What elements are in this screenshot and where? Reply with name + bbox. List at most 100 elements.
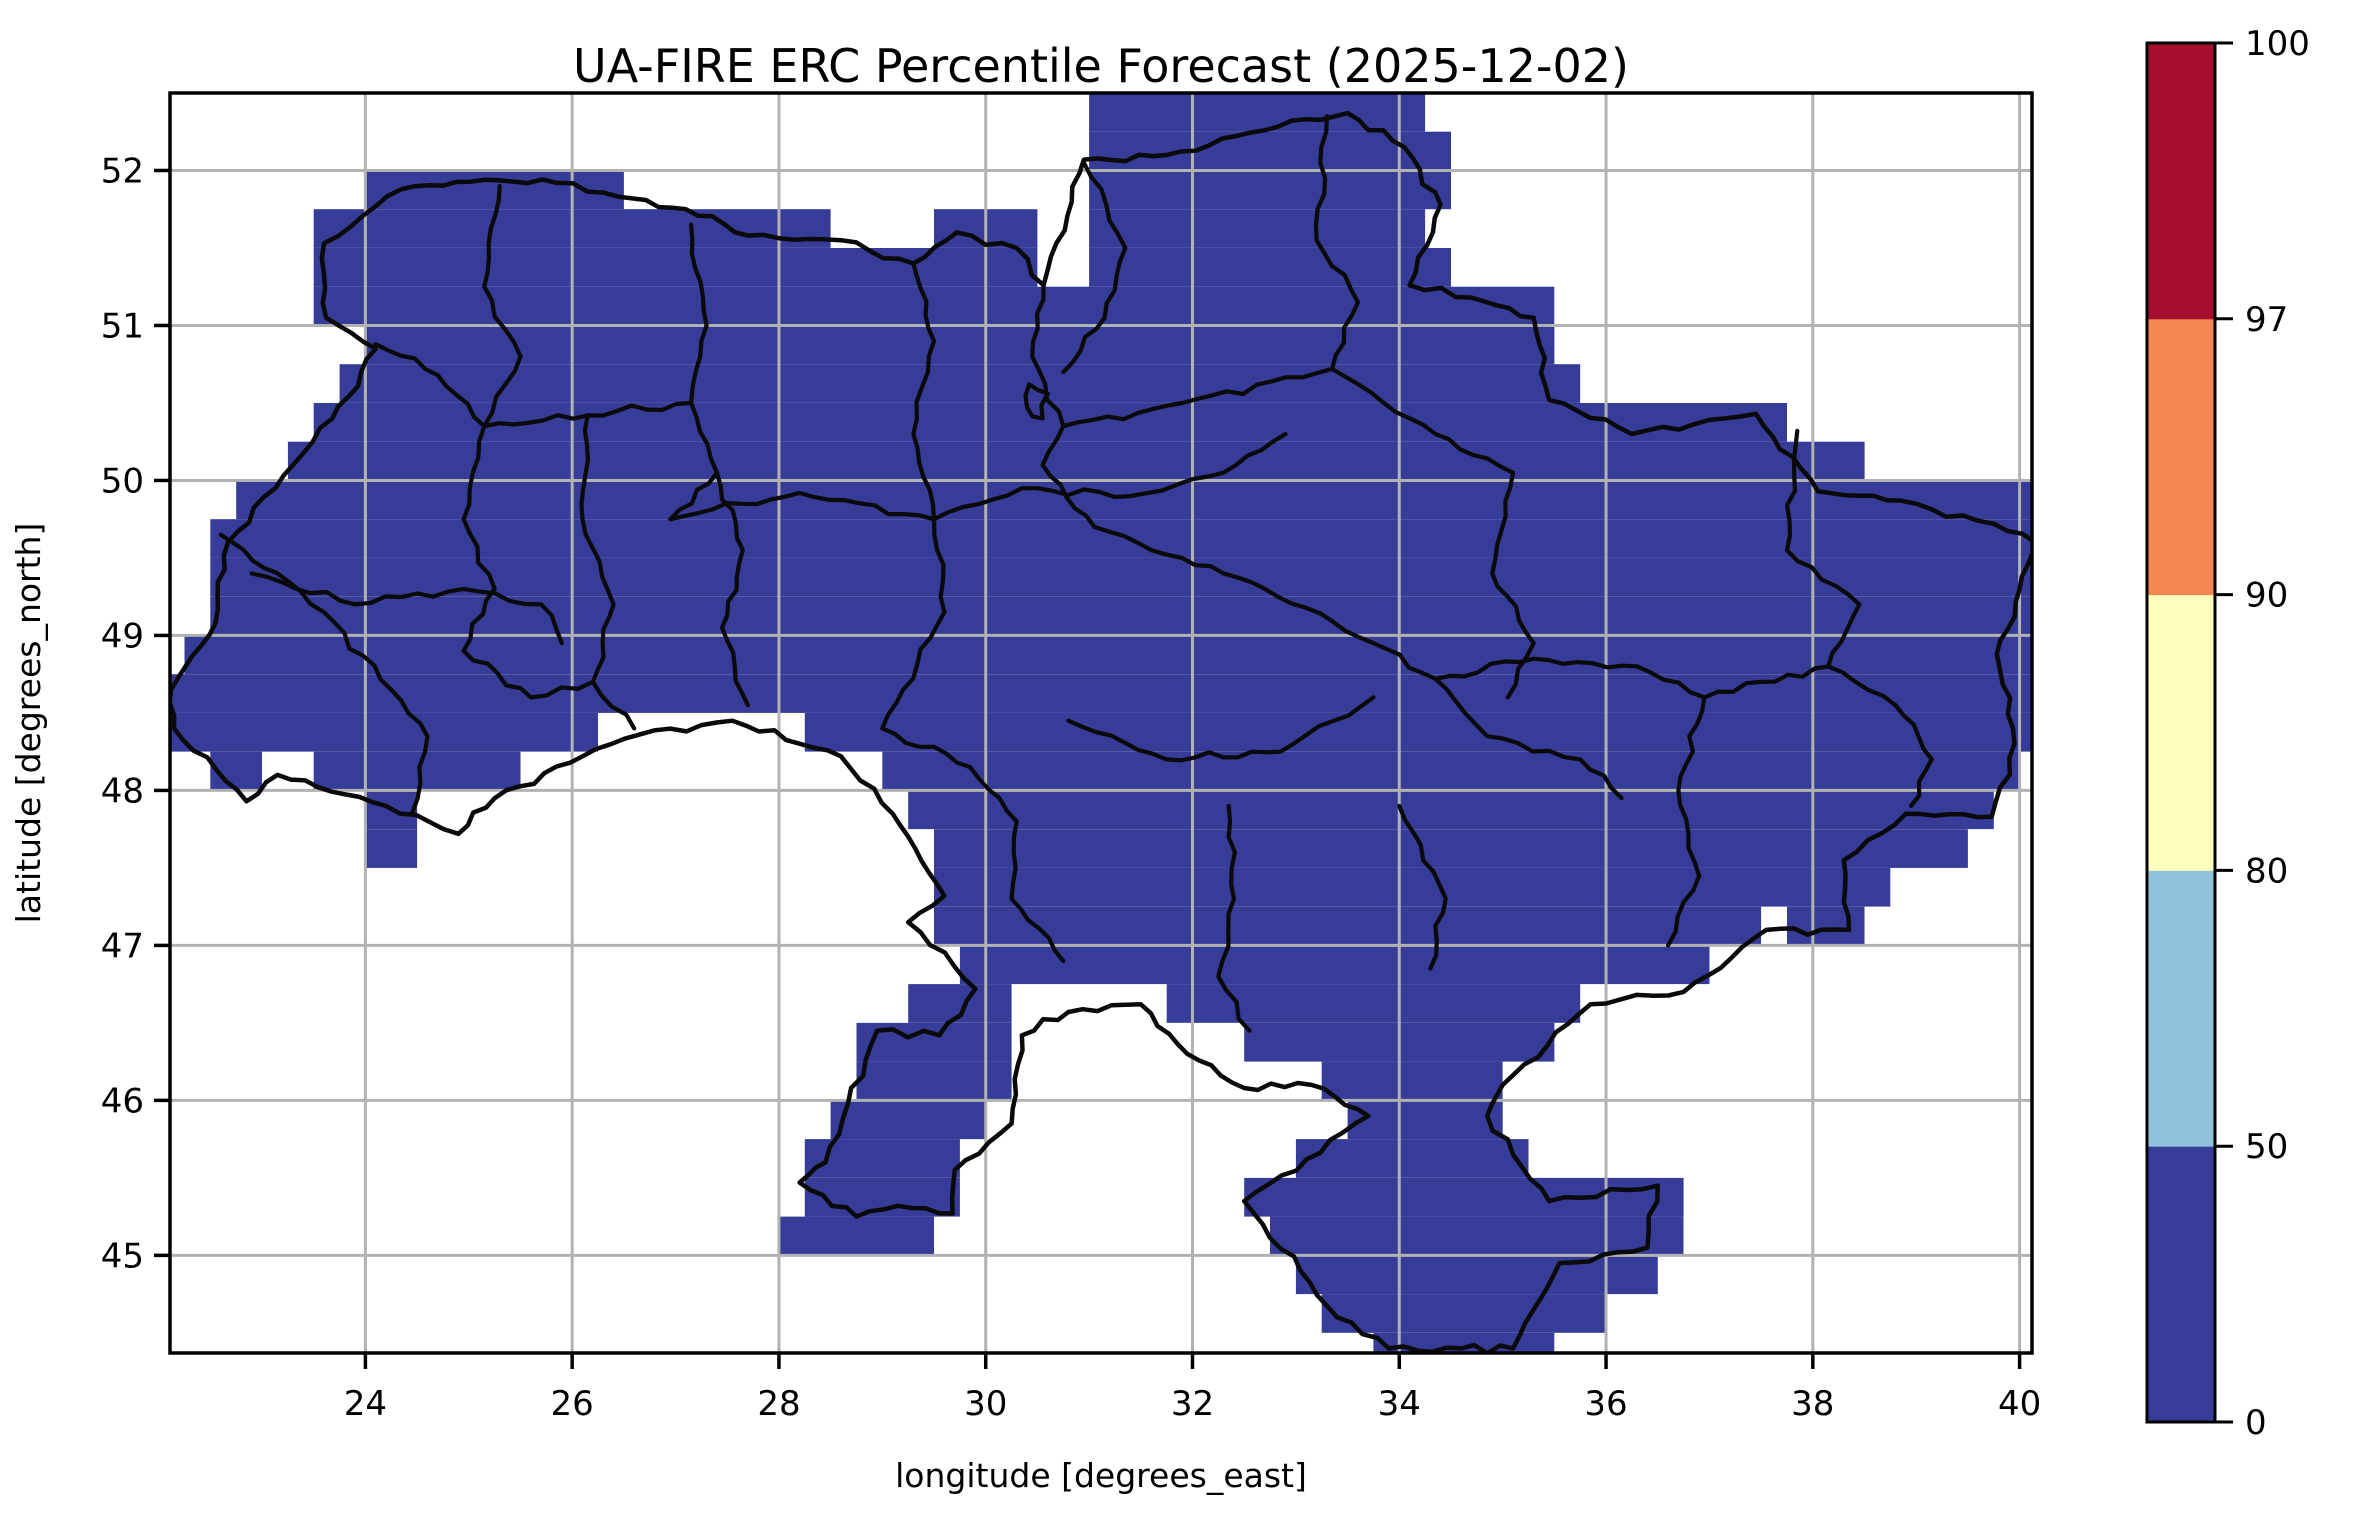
erc-grid-cell-run <box>934 906 1762 946</box>
erc-grid-cell-run <box>908 790 1994 830</box>
oblast-boundary-line <box>1433 676 1624 801</box>
erc-grid-cell-run <box>170 712 598 752</box>
erc-grid-cell-run <box>1089 170 1451 210</box>
colorbar: 0 50 80 90 97 100 <box>2145 24 2310 1443</box>
erc-grid-cell-run <box>959 945 1710 985</box>
x-tick-label: 26 <box>551 1384 594 1424</box>
oblast-boundary-line <box>461 648 637 731</box>
oblast-boundary-line <box>1066 695 1376 763</box>
oblast-boundary-line <box>1092 524 1438 681</box>
erc-grid-cell-run <box>1089 131 1451 171</box>
y-tick-label: 51 <box>101 306 144 346</box>
oblast-boundary-line <box>1023 382 1050 421</box>
erc-grid-cell-run <box>287 441 1865 481</box>
colorbar-segment-50-80 <box>2147 870 2215 1147</box>
oblast-boundary-line <box>1702 664 1831 700</box>
oblast-boundary-line <box>1784 428 1862 669</box>
colorbar-outline <box>2145 41 2217 1424</box>
oblast-boundary-line <box>482 183 523 429</box>
oblast-boundary-line <box>461 424 497 653</box>
erc-grid-cell-run <box>1270 1216 1684 1256</box>
oblast-boundary-line <box>668 222 719 522</box>
x-tick-label: 38 <box>1791 1384 1834 1424</box>
oblast-boundary-line <box>579 413 616 684</box>
erc-grid-cell-run <box>210 519 2032 558</box>
oblast-boundary-line <box>880 726 1066 963</box>
x-axis-label: longitude [degrees_east] <box>895 1456 1307 1495</box>
graticule-layer <box>170 93 2032 1353</box>
colorbar-tick-label: 0 <box>2245 1403 2267 1443</box>
y-axis: 45 46 47 48 49 50 51 52 <box>101 151 170 1276</box>
plot-frame <box>168 91 2034 1355</box>
erc-grid-cell-run <box>236 480 2032 520</box>
colorbar-tick-label: 80 <box>2245 851 2288 891</box>
y-tick-label: 46 <box>101 1081 144 1121</box>
y-tick-label: 45 <box>101 1236 144 1276</box>
x-tick-label: 30 <box>964 1384 1007 1424</box>
erc-grid-cell-run <box>856 1061 1012 1101</box>
erc-grid-cell-run <box>313 751 521 791</box>
x-axis: 24 26 28 30 32 34 36 38 40 <box>344 1353 2041 1424</box>
erc-grid-cell-run <box>1347 1100 1503 1140</box>
erc-grid-cell-run <box>1089 93 1426 132</box>
erc-grid-cell-run <box>1244 1177 1684 1217</box>
oblast-boundary-line <box>931 431 1288 522</box>
y-tick-label: 50 <box>101 461 144 501</box>
y-tick-label: 49 <box>101 616 144 656</box>
colorbar-tick-label: 90 <box>2245 576 2288 616</box>
erc-grid-cell-run <box>313 403 1788 442</box>
oblast-boundary-line <box>911 261 937 522</box>
oblast-boundary-line <box>1061 160 1128 375</box>
colorbar-segment-0-50 <box>2147 1146 2215 1423</box>
national-border-line <box>170 110 2032 1353</box>
colorbar-tick-label: 50 <box>2245 1127 2288 1167</box>
erc-grid-cell-run <box>1787 906 1865 946</box>
boundary-layer <box>170 110 2032 1353</box>
oblast-boundary-line <box>1826 664 1934 808</box>
erc-grid-cell-run <box>339 364 1581 403</box>
oblast-boundary-line <box>1330 366 1516 475</box>
oblast-boundary-line <box>668 490 937 522</box>
colorbar-tick-label: 100 <box>2245 24 2310 64</box>
oblast-boundary-line <box>1061 366 1335 429</box>
x-tick-label: 34 <box>1378 1384 1421 1424</box>
x-tick-label: 36 <box>1584 1384 1627 1424</box>
x-tick-label: 40 <box>1998 1384 2041 1424</box>
y-axis-label: latitude [degrees_north] <box>9 523 48 924</box>
erc-grid-cell-run <box>882 751 2020 791</box>
oblast-boundary-line <box>249 571 564 646</box>
x-tick-label: 28 <box>757 1384 800 1424</box>
erc-grid-cell-run <box>1295 1255 1658 1295</box>
oblast-boundary-line <box>1216 803 1252 1033</box>
erc-grid-cell-run <box>778 1216 934 1256</box>
erc-grid-cell-run <box>210 557 2032 597</box>
erc-grid-cell-run <box>365 325 1555 365</box>
erc-grid-cell-run <box>830 1100 986 1140</box>
y-tick-label: 47 <box>101 926 144 966</box>
erc-grid-cell-run <box>365 829 418 868</box>
x-tick-label: 32 <box>1171 1384 1214 1424</box>
oblast-boundary-line <box>1397 803 1448 971</box>
erc-grid-cell-run <box>1321 1294 1606 1333</box>
erc-grid-cell-run <box>1295 1139 1529 1178</box>
erc-grid-cell-run <box>184 635 2032 675</box>
erc-grid-cell-run <box>1089 209 1426 248</box>
oblast-boundary-line <box>1313 114 1360 371</box>
oblast-boundary-line <box>714 470 750 708</box>
colorbar-segment-80-90 <box>2147 594 2215 871</box>
y-tick-label: 48 <box>101 771 144 811</box>
y-tick-label: 52 <box>101 151 144 191</box>
erc-grid-cell-run <box>1089 248 1451 287</box>
figure-title: UA-FIRE ERC Percentile Forecast (2025-12… <box>573 39 1629 93</box>
x-tick-label: 24 <box>344 1384 387 1424</box>
erc-grid-cell-run <box>804 712 2032 752</box>
erc-grid-cell-run <box>1321 1061 1503 1101</box>
oblast-boundary-line <box>1666 695 1707 948</box>
colorbar-tick-label: 97 <box>2245 300 2288 340</box>
erc-grid-cell-run <box>934 867 1891 907</box>
oblast-boundary-line <box>1433 656 1707 700</box>
oblast-boundary-line <box>880 517 947 731</box>
colorbar-segment-90-97 <box>2147 318 2215 596</box>
